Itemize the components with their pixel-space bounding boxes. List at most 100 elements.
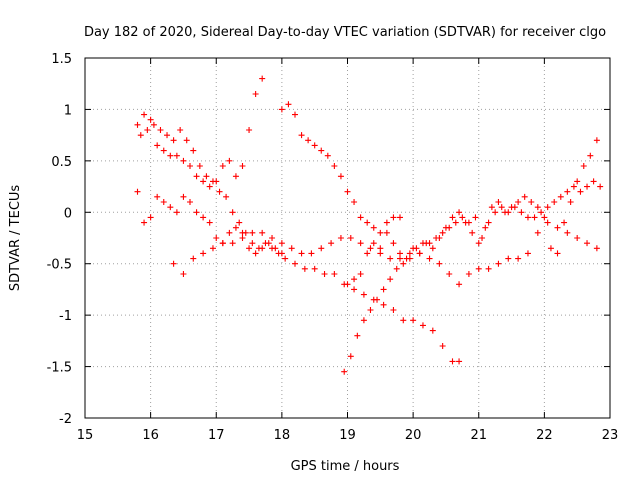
data-point	[347, 353, 354, 360]
data-point	[423, 240, 430, 247]
data-point	[370, 224, 377, 231]
data-point	[341, 368, 348, 375]
x-tick-label: 18	[274, 428, 291, 443]
x-tick-label: 20	[405, 428, 422, 443]
data-point	[485, 219, 492, 226]
data-point	[436, 235, 443, 241]
x-tick-label: 22	[536, 428, 553, 443]
data-points	[134, 75, 604, 375]
data-point	[147, 116, 154, 123]
data-point	[580, 163, 587, 169]
data-point	[144, 127, 151, 133]
data-point	[419, 322, 426, 329]
y-tick-label: 1.5	[51, 52, 72, 67]
data-point	[226, 157, 233, 164]
data-point	[564, 188, 571, 195]
data-point	[524, 214, 531, 221]
data-point	[311, 142, 318, 149]
data-point	[187, 163, 193, 169]
data-point	[360, 291, 367, 298]
data-point	[147, 214, 154, 221]
data-point	[456, 281, 463, 288]
data-point	[318, 147, 325, 154]
y-tick-label: -0.5	[47, 258, 72, 273]
data-point	[170, 137, 177, 144]
data-point	[515, 255, 522, 262]
data-point	[150, 121, 157, 128]
data-point	[154, 142, 161, 149]
data-point	[347, 235, 354, 241]
data-point	[390, 307, 397, 313]
data-point	[229, 209, 236, 216]
x-axis-ticks: 15 16 17 18 19 20 21 22 23	[77, 58, 618, 443]
data-point	[505, 255, 512, 262]
data-point	[397, 255, 403, 262]
data-point	[439, 229, 446, 236]
data-point	[200, 178, 207, 185]
data-point	[213, 235, 220, 241]
data-point	[223, 193, 230, 200]
data-point	[469, 229, 476, 236]
data-point	[449, 358, 456, 365]
data-point	[541, 214, 548, 221]
data-point	[206, 219, 213, 226]
data-point	[285, 101, 292, 108]
data-point	[534, 229, 541, 236]
data-point	[387, 255, 394, 262]
data-point	[574, 235, 581, 241]
data-point	[577, 188, 584, 195]
data-point	[269, 245, 276, 252]
data-point	[364, 250, 371, 257]
data-point	[367, 245, 374, 252]
data-point	[154, 193, 161, 200]
data-point	[597, 183, 604, 190]
data-point	[400, 260, 407, 267]
data-point	[538, 209, 545, 216]
data-point	[364, 219, 371, 226]
data-point	[357, 214, 364, 221]
data-point	[141, 219, 148, 226]
y-axis-ticks: -2 -1.5 -1 -0.5 0 0.5 1 1.5	[47, 52, 610, 427]
data-point	[410, 317, 417, 324]
data-point	[232, 173, 239, 180]
data-point	[160, 147, 167, 154]
y-axis-label: SDTVAR / TECUs	[8, 185, 23, 292]
data-point	[354, 332, 361, 339]
data-point	[410, 245, 417, 252]
data-point	[397, 214, 403, 221]
data-point	[255, 245, 262, 252]
data-point	[278, 106, 285, 113]
data-point	[160, 199, 167, 205]
data-point	[305, 137, 312, 144]
data-point	[531, 214, 538, 221]
data-point	[544, 204, 551, 211]
x-tick-label: 15	[77, 428, 94, 443]
data-point	[292, 111, 298, 118]
data-point	[200, 214, 207, 221]
data-point	[308, 250, 315, 257]
data-point	[318, 245, 325, 252]
y-tick-label: -1	[59, 309, 72, 324]
data-point	[246, 127, 253, 133]
data-point	[426, 255, 433, 262]
data-point	[367, 307, 374, 313]
data-point	[331, 163, 338, 169]
data-point	[180, 193, 187, 200]
data-point	[351, 199, 358, 205]
data-point	[485, 265, 492, 272]
data-point	[370, 240, 377, 247]
data-point	[397, 250, 403, 257]
data-point	[321, 271, 328, 277]
data-point	[390, 240, 397, 247]
data-point	[219, 163, 226, 169]
data-point	[439, 343, 446, 349]
data-point	[351, 276, 358, 283]
data-point	[400, 317, 407, 324]
data-point	[180, 157, 187, 164]
data-point	[561, 219, 568, 226]
data-point	[203, 173, 210, 180]
data-point	[157, 127, 164, 133]
data-point	[134, 121, 141, 128]
data-point	[518, 209, 525, 216]
